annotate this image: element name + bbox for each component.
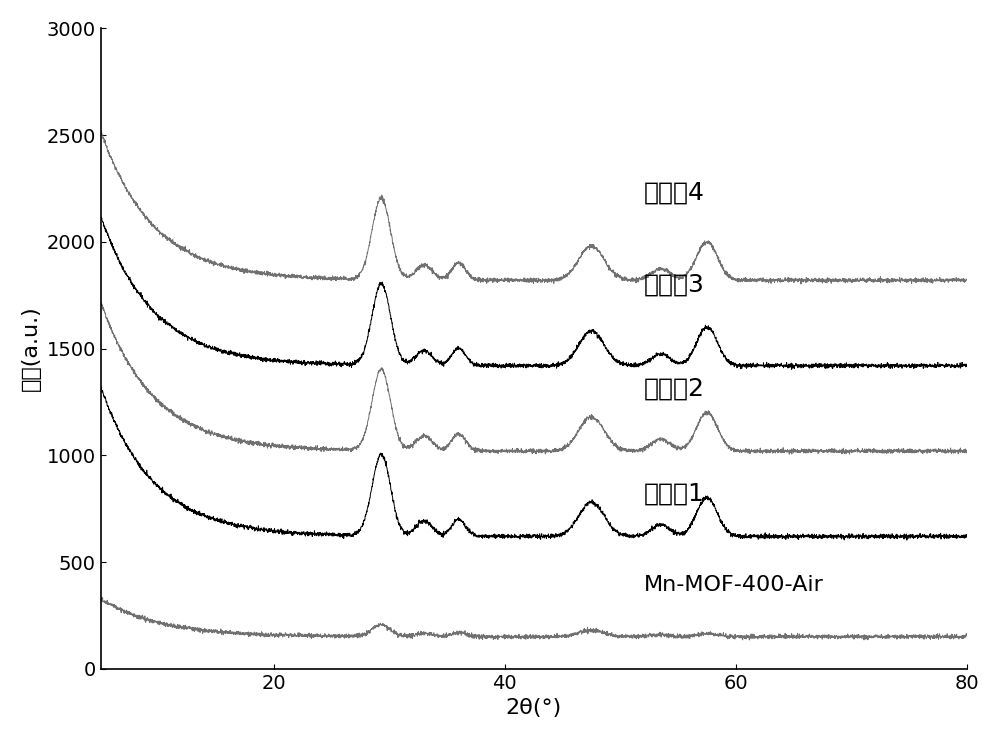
Y-axis label: 强度(a.u.): 强度(a.u.): [21, 306, 41, 392]
Text: 实施兣1: 实施兣1: [643, 482, 704, 505]
Text: 实施兣2: 实施兣2: [643, 377, 704, 401]
X-axis label: 2θ(°): 2θ(°): [506, 698, 562, 718]
Text: Mn-MOF-400-Air: Mn-MOF-400-Air: [643, 576, 823, 596]
Text: 实施兣4: 实施兣4: [643, 181, 704, 205]
Text: 实施兣3: 实施兣3: [643, 273, 704, 296]
